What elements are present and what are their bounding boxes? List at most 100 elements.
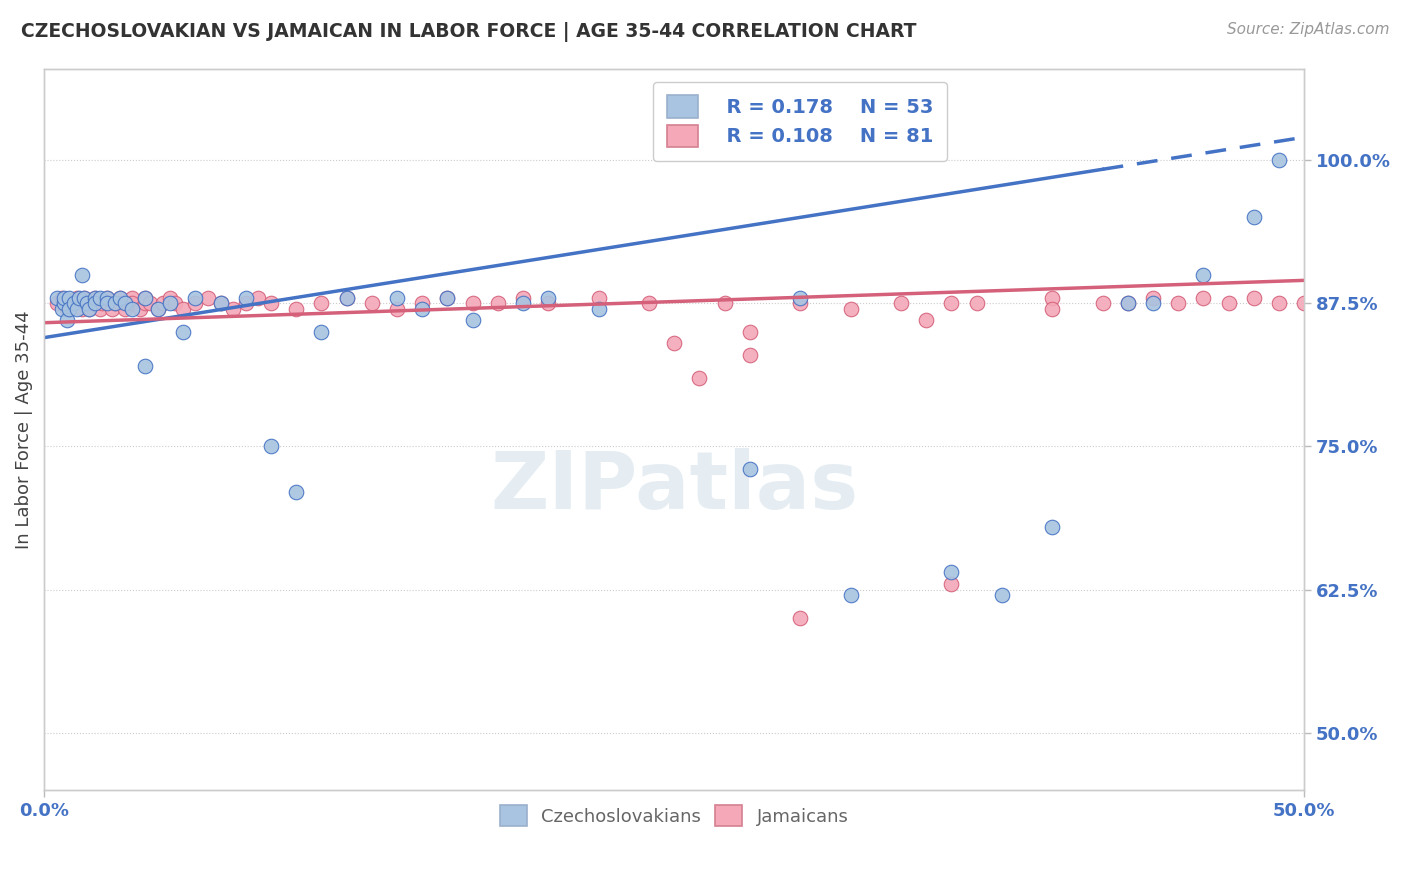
Point (738, 462, 761, 476)
Point (121, 301, 143, 316)
Point (789, 296, 811, 310)
Point (79, 301, 101, 316)
Point (53, 296, 76, 310)
Point (285, 301, 308, 316)
Point (134, 291, 156, 305)
Point (96, 291, 118, 305)
Point (486, 296, 509, 310)
Point (360, 296, 382, 310)
Point (73, 291, 96, 305)
Legend: Czechoslovakians, Jamaicans: Czechoslovakians, Jamaicans (491, 796, 858, 835)
Point (966, 296, 988, 310)
Point (172, 301, 194, 316)
Point (941, 566, 963, 580)
Point (53, 291, 76, 305)
Point (101, 301, 124, 316)
Point (96, 291, 118, 305)
Point (83, 291, 105, 305)
Point (165, 296, 187, 310)
Point (56, 301, 79, 316)
Point (285, 485, 308, 500)
Text: CZECHOSLOVAKIAN VS JAMAICAN IN LABOR FORCE | AGE 35-44 CORRELATION CHART: CZECHOSLOVAKIAN VS JAMAICAN IN LABOR FOR… (21, 22, 917, 42)
Point (66, 291, 89, 305)
Point (152, 296, 174, 310)
Point (385, 291, 408, 305)
Point (688, 370, 710, 384)
Point (1243, 211, 1265, 225)
Point (80, 296, 103, 310)
Point (58, 301, 80, 316)
Point (58, 291, 80, 305)
Point (1192, 291, 1215, 305)
Point (537, 291, 560, 305)
Point (411, 296, 433, 310)
Point (260, 296, 283, 310)
Point (117, 296, 139, 310)
Point (1243, 291, 1265, 305)
Point (70, 268, 93, 282)
Point (108, 296, 131, 310)
Point (128, 301, 150, 316)
Point (1192, 268, 1215, 282)
Point (311, 296, 333, 310)
Point (58, 296, 80, 310)
Point (91, 296, 114, 310)
Point (108, 291, 131, 305)
Point (1040, 301, 1063, 316)
Point (512, 291, 534, 305)
Point (121, 291, 143, 305)
Point (45, 296, 67, 310)
Point (713, 296, 735, 310)
Point (436, 291, 458, 305)
Point (159, 296, 181, 310)
Point (461, 296, 484, 310)
Point (146, 301, 169, 316)
Point (385, 301, 408, 316)
Point (70, 296, 93, 310)
Point (990, 588, 1012, 602)
Point (1040, 291, 1063, 305)
Point (83, 296, 105, 310)
Point (638, 296, 661, 310)
Point (1142, 296, 1164, 310)
Point (51, 301, 73, 316)
Point (1091, 296, 1114, 310)
Point (114, 296, 136, 310)
Point (45, 291, 67, 305)
Point (159, 291, 181, 305)
Point (588, 301, 610, 316)
Point (1294, 296, 1316, 310)
Point (335, 291, 357, 305)
Point (56, 313, 79, 327)
Point (83, 291, 105, 305)
Point (789, 611, 811, 625)
Point (172, 325, 194, 339)
Point (53, 296, 76, 310)
Point (146, 301, 169, 316)
Point (134, 359, 156, 374)
Point (121, 296, 143, 310)
Point (134, 296, 156, 310)
Point (96, 296, 118, 310)
Point (662, 336, 685, 351)
Point (66, 301, 89, 316)
Point (70, 301, 93, 316)
Point (915, 313, 938, 327)
Point (789, 291, 811, 305)
Point (184, 291, 207, 305)
Y-axis label: In Labor Force | Age 35-44: In Labor Force | Age 35-44 (15, 310, 32, 549)
Point (839, 301, 862, 316)
Point (588, 291, 610, 305)
Point (247, 291, 270, 305)
Point (63, 296, 86, 310)
Point (83, 296, 105, 310)
Point (51, 291, 73, 305)
Point (1268, 153, 1291, 168)
Point (108, 291, 131, 305)
Point (436, 291, 458, 305)
Point (114, 301, 136, 316)
Point (76, 296, 98, 310)
Point (197, 291, 219, 305)
Point (104, 296, 127, 310)
Point (235, 291, 257, 305)
